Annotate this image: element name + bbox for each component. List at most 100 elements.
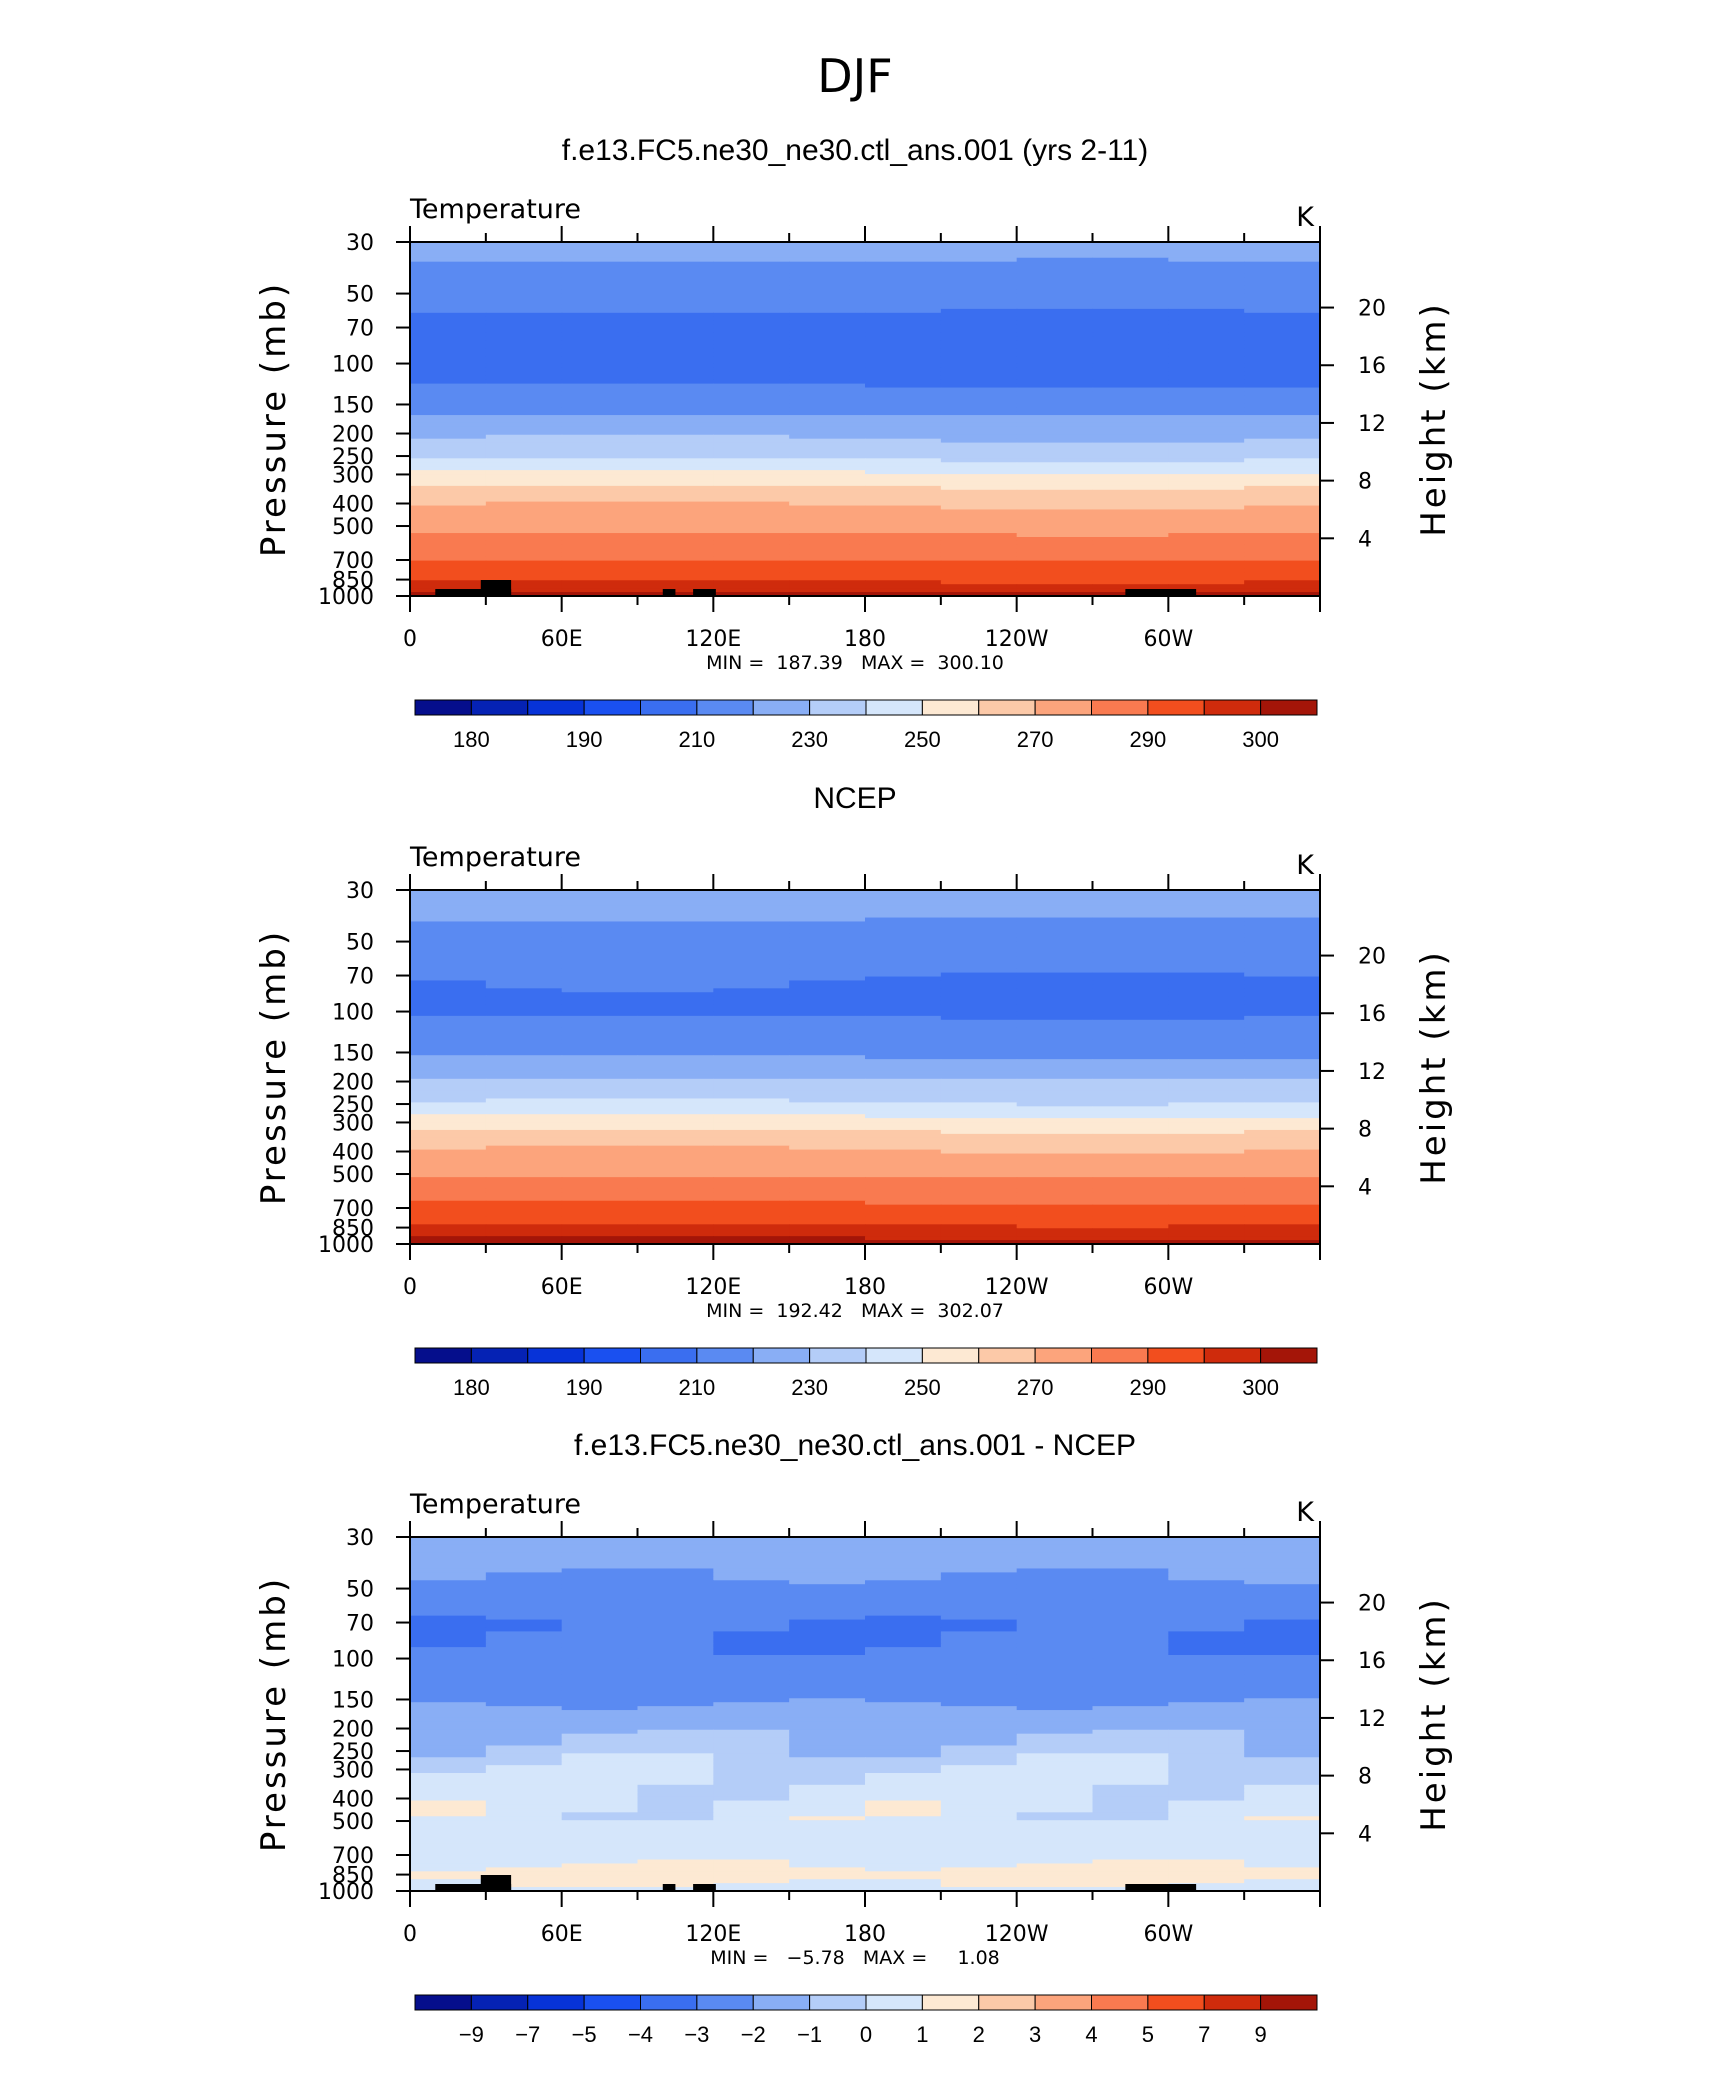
contour-cell — [713, 344, 790, 349]
contour-cell — [1092, 478, 1169, 483]
contour-cell — [561, 501, 639, 507]
contour-cell — [485, 1564, 563, 1570]
contour-cell — [789, 521, 866, 526]
contour-cell — [940, 1666, 1018, 1672]
contour-cell — [1168, 996, 1245, 1001]
x-tick-label: 60W — [1143, 1922, 1193, 1947]
contour-cell — [940, 1765, 1018, 1770]
contour-cell — [637, 921, 714, 926]
contour-cell — [1168, 1063, 1245, 1068]
contour-cell — [940, 489, 1018, 495]
contour-cell — [410, 1698, 487, 1703]
contour-cell — [1016, 564, 1094, 570]
contour-cell — [637, 1572, 714, 1577]
contour-cell — [1168, 312, 1245, 318]
contour-cell — [637, 1011, 714, 1017]
contour-cell — [713, 328, 790, 334]
contour-cell — [789, 395, 866, 400]
contour-cell — [485, 556, 563, 562]
contour-cell — [865, 1828, 942, 1833]
contour-cell — [713, 1847, 790, 1853]
contour-cell — [1016, 964, 1094, 970]
contour-cell — [1168, 1133, 1245, 1139]
contour-cell — [789, 328, 866, 334]
contour-cell — [1092, 552, 1169, 558]
contour-cell — [1168, 1871, 1245, 1876]
contour-cell — [940, 1859, 1018, 1865]
contour-cell — [561, 1588, 639, 1593]
contour-cell — [1016, 375, 1094, 381]
contour-cell — [865, 1706, 942, 1711]
contour-cell — [410, 1776, 487, 1782]
contour-cell — [485, 1548, 563, 1554]
contour-cell — [1244, 312, 1321, 318]
contour-cell — [410, 1867, 487, 1872]
contour-cell — [713, 588, 790, 593]
contour-cell — [485, 584, 563, 589]
contour-cell — [485, 1556, 563, 1562]
contour-cell — [561, 1773, 639, 1778]
contour-cell — [637, 387, 714, 393]
contour-cell — [1016, 1564, 1094, 1570]
contour-cell — [1016, 1717, 1094, 1723]
contour-cell — [865, 411, 942, 416]
contour-cell — [789, 1784, 866, 1790]
contour-cell — [1092, 1047, 1169, 1052]
contour-cell — [940, 1192, 1018, 1198]
contour-cell — [865, 1603, 942, 1609]
contour-cell — [1092, 1082, 1169, 1088]
contour-cell — [410, 1812, 487, 1817]
contour-cell — [1168, 281, 1245, 286]
contour-cell — [865, 1804, 942, 1809]
contour-cell — [713, 1800, 790, 1806]
contour-cell — [713, 336, 790, 341]
contour-cell — [485, 1173, 563, 1178]
contour-cell — [1244, 1063, 1321, 1068]
contour-cell — [940, 917, 1018, 923]
contour-cell — [1168, 1177, 1245, 1182]
panel-title: NCEP — [813, 782, 896, 815]
contour-cell — [1244, 446, 1321, 452]
contour-cell — [1244, 348, 1321, 353]
contour-cell — [1092, 584, 1169, 589]
contour-cell — [1016, 1682, 1094, 1688]
contour-cell — [713, 1106, 790, 1111]
contour-cell — [789, 1749, 866, 1754]
contour-cell — [637, 312, 714, 318]
contour-cell — [713, 1863, 790, 1868]
contour-cell — [865, 281, 942, 286]
contour-cell — [1244, 1698, 1321, 1703]
contour-cell — [1016, 1603, 1094, 1609]
contour-cell — [1092, 497, 1169, 503]
contour-cell — [410, 984, 487, 989]
contour-cell — [713, 1240, 790, 1245]
contour-cell — [637, 1114, 714, 1119]
contour-cell — [561, 1228, 639, 1233]
contour-cell — [940, 1658, 1018, 1664]
contour-cell — [1168, 497, 1245, 503]
contour-cell — [865, 1635, 942, 1640]
contour-cell — [789, 1678, 866, 1684]
contour-cell — [1016, 1721, 1094, 1727]
contour-cell — [865, 580, 942, 585]
contour-cell — [865, 509, 942, 514]
contour-cell — [1168, 383, 1245, 389]
y-tick-label: 150 — [332, 1041, 374, 1066]
contour-cell — [410, 1773, 487, 1778]
contour-cell — [485, 1678, 563, 1684]
contour-cell — [1168, 992, 1245, 997]
contour-cell — [865, 1023, 942, 1029]
contour-cell — [789, 434, 866, 440]
contour-cell — [940, 1043, 1018, 1048]
y-tick-label: 400 — [332, 1140, 374, 1165]
contour-cell — [561, 462, 639, 467]
contour-cell — [865, 1090, 942, 1096]
contour-cell — [1092, 1098, 1169, 1103]
contour-cell — [1244, 308, 1321, 314]
contour-cell — [410, 395, 487, 400]
contour-cell — [637, 1055, 714, 1060]
contour-cell — [1168, 509, 1245, 514]
contour-cell — [940, 1548, 1018, 1554]
contour-cell — [1168, 1216, 1245, 1221]
contour-cell — [1016, 1662, 1094, 1668]
